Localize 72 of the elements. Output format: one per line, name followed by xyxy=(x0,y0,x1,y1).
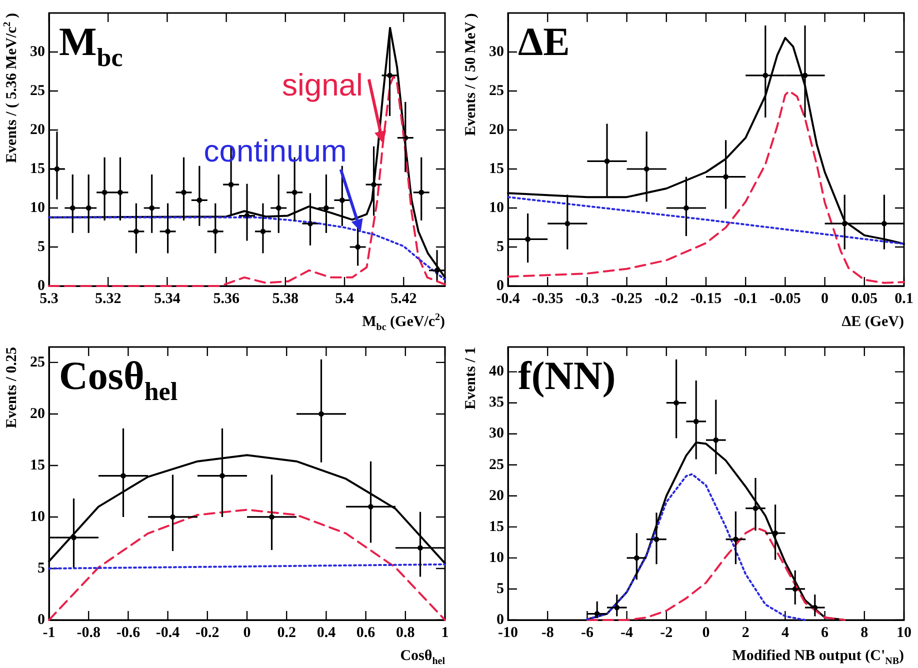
x-tick-label: 5.42 xyxy=(390,290,417,307)
x-tick-label: 5.38 xyxy=(272,290,299,307)
y-tick-label: 20 xyxy=(489,488,504,504)
y-tick-label: 20 xyxy=(30,122,45,138)
y-tick-label: 10 xyxy=(489,200,504,216)
x-tick-label: 0.05 xyxy=(851,290,878,307)
y-tick-label: 20 xyxy=(489,122,504,138)
y-tick-label: 30 xyxy=(489,44,504,60)
x-tick-label: 0.4 xyxy=(316,624,336,641)
chart-title: f(NN) xyxy=(518,353,616,398)
annotation: continuum xyxy=(204,133,347,168)
x-tick-label: 4 xyxy=(781,624,790,641)
x-axis-title: ΔE (GeV) xyxy=(842,314,904,330)
x-tick-label: -0.35 xyxy=(532,290,564,307)
y-axis-title: Events / ( 5.36 MeV/c2 ) xyxy=(2,12,20,163)
x-tick-label: 10 xyxy=(896,624,912,641)
y-tick-label: 25 xyxy=(489,82,504,99)
x-tick-label: -2 xyxy=(660,624,673,641)
x-tick-label: 2 xyxy=(742,624,750,641)
y-tick-label: 10 xyxy=(489,550,504,566)
x-tick-label: 0.6 xyxy=(356,624,376,641)
x-tick-label: 0.2 xyxy=(277,624,296,641)
y-tick-label: 20 xyxy=(30,406,45,422)
y-tick-label: 0 xyxy=(38,612,45,628)
x-tick-label: 5.36 xyxy=(213,290,240,307)
y-tick-label: 5 xyxy=(496,580,504,597)
x-tick-label: -0.8 xyxy=(76,624,100,641)
x-tick-label: -0.25 xyxy=(611,290,642,307)
y-tick-label: 15 xyxy=(30,457,45,474)
y-tick-label: 5 xyxy=(496,238,504,255)
x-tick-label: -8 xyxy=(541,624,554,641)
x-tick-label: -4 xyxy=(620,624,634,641)
y-tick-label: 25 xyxy=(30,354,45,370)
x-tick-label: 8 xyxy=(860,624,868,641)
y-tick-label: 30 xyxy=(30,44,45,60)
x-tick-label: 0.8 xyxy=(396,624,415,641)
x-tick-label: -0.2 xyxy=(654,290,678,307)
y-tick-label: 35 xyxy=(489,394,504,411)
x-tick-label: -0.1 xyxy=(734,290,758,307)
y-tick-label: 10 xyxy=(30,200,45,216)
y-axis-title: Events / 1 xyxy=(463,346,479,410)
y-tick-label: 15 xyxy=(489,518,504,535)
y-tick-label: 40 xyxy=(489,364,504,380)
y-tick-label: 15 xyxy=(30,160,45,177)
chart-title: ΔE xyxy=(518,19,570,64)
y-tick-label: 15 xyxy=(489,160,504,177)
y-tick-label: 10 xyxy=(30,508,45,525)
x-tick-label: -1 xyxy=(42,624,56,641)
x-tick-label: 1 xyxy=(441,624,449,641)
x-tick-label: -0.2 xyxy=(196,624,220,641)
x-tick-label: 0 xyxy=(243,624,251,641)
x-tick-label: -0.05 xyxy=(770,290,801,307)
y-axis-title: Events / ( 50 MeV ) xyxy=(463,13,479,136)
x-tick-label: 0 xyxy=(821,290,829,307)
y-tick-label: 25 xyxy=(489,456,504,473)
x-tick-label: 6 xyxy=(821,624,830,641)
y-tick-label: 5 xyxy=(38,238,45,255)
x-tick-label: -0.6 xyxy=(116,624,141,641)
annotation: signal xyxy=(282,67,363,102)
x-tick-label: -0.15 xyxy=(690,290,722,307)
y-axis-title: Events / 0.25 xyxy=(4,346,20,428)
y-tick-label: 5 xyxy=(38,560,45,576)
x-tick-label: -6 xyxy=(580,624,594,641)
x-tick-label: 5.34 xyxy=(154,290,181,307)
x-tick-label: -0.4 xyxy=(156,624,180,641)
x-tick-label: 0.1 xyxy=(894,290,914,307)
x-tick-label: 0 xyxy=(702,624,710,641)
y-tick-label: 25 xyxy=(30,82,45,99)
x-tick-label: 5.4 xyxy=(335,290,354,307)
y-tick-label: 30 xyxy=(489,426,504,442)
x-tick-label: 5.32 xyxy=(94,290,122,307)
x-tick-label: -0.3 xyxy=(575,290,600,307)
